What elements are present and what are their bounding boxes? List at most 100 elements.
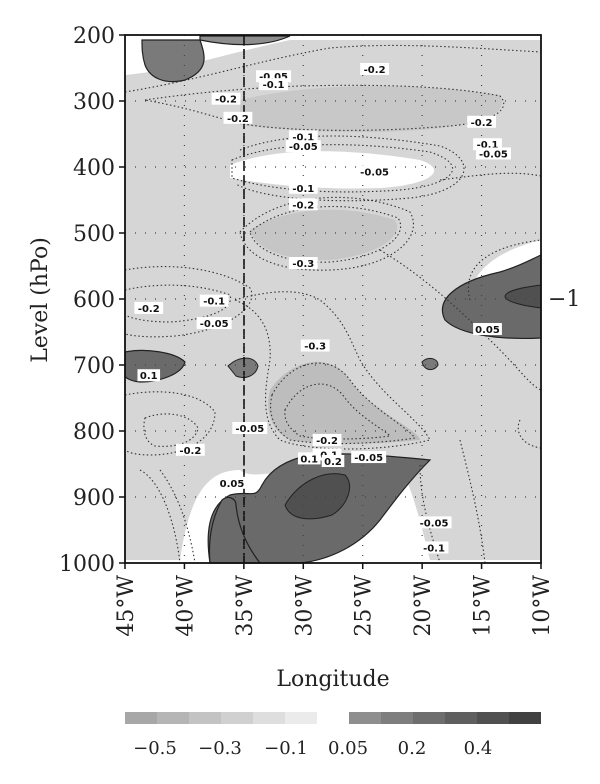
colorbar-swatch-positive (445, 712, 477, 724)
right-annotation: −1 (548, 287, 580, 312)
contour-line-15 (159, 469, 196, 564)
contour-label: -0.2 (179, 446, 201, 457)
colorbar-swatch-negative (125, 712, 157, 724)
contour-line-8 (270, 362, 417, 445)
positive-region-bottom-left (208, 496, 262, 564)
contour-label: 0.05 (475, 325, 500, 336)
x-tick-label: 40°W (173, 575, 198, 637)
colorbar-swatch-negative (157, 712, 189, 724)
colorbar-label: 0.2 (398, 738, 427, 759)
contour-label: 0.1 (140, 371, 158, 382)
x-tick-label: 10°W (530, 575, 555, 637)
y-tick-label: 300 (73, 90, 115, 115)
contour-label-bg (217, 476, 247, 489)
contour-label-bg (357, 165, 393, 178)
colorbar-swatch-positive (509, 712, 541, 724)
negative-region-core (268, 361, 420, 444)
contour-label: -0.05 (200, 319, 229, 330)
y-tick-label: 500 (73, 222, 115, 247)
contour-label: -0.1 (423, 543, 445, 554)
contour-label: -0.3 (292, 259, 314, 270)
contour-line-21 (379, 249, 542, 391)
colorbar-swatch-negative (253, 712, 285, 724)
contour-label: -0.05 (259, 72, 288, 83)
contour-labels: -0.05-0.1-0.2-0.2-0.2 -0.2-0.1-0.05 -0.1-0… (134, 62, 511, 554)
y-tick-label: 900 (73, 486, 115, 511)
contour-label-bg (416, 516, 452, 529)
contour-label: -0.2 (292, 200, 314, 211)
contour-label-bg (137, 369, 161, 382)
contour-label: -0.2 (316, 436, 338, 447)
contour-line-6 (239, 196, 414, 271)
x-axis-title: Longitude (276, 667, 389, 692)
contour-label: -0.05 (420, 518, 449, 529)
colorbar-swatch-negative (189, 712, 221, 724)
y-tick-label: 200 (73, 24, 115, 49)
contour-label: -0.1 (203, 297, 225, 308)
contour-label: -0.2 (138, 304, 160, 315)
contour-label: -0.05 (360, 167, 389, 178)
y-axis-title: Level (hPo) (28, 237, 53, 363)
positive-region-top-left (141, 39, 205, 83)
contour-label-bg (360, 62, 389, 75)
white-band-400 (230, 151, 435, 189)
colorbar-label: −0.5 (133, 738, 177, 759)
y-axis: 200 300 400 500 600 700 800 900 1000 (59, 24, 125, 577)
contour-line-18 (517, 419, 542, 449)
contour-label: -0.1 (292, 132, 314, 143)
contour-label-bg (199, 294, 229, 307)
contour-label-bg (351, 451, 387, 464)
contour-label: -0.2 (471, 118, 493, 129)
x-tick-label: 20°W (411, 575, 436, 637)
contour-line-20 (467, 239, 542, 301)
contour-label: -0.2 (215, 95, 237, 106)
contour-label-bg (288, 130, 318, 143)
x-tick-label: 25°W (352, 575, 377, 637)
colorbar-swatch-positive (477, 712, 509, 724)
contour-label: 0.2 (324, 457, 342, 468)
contour-label-bg (223, 111, 253, 124)
y-tick-label: 700 (73, 354, 115, 379)
positive-region-top-center (199, 35, 291, 46)
colorbar-swatch-positive (381, 712, 413, 724)
positive-core-right-600 (504, 284, 542, 309)
positive-region-right-600 (441, 254, 542, 339)
colorbar-swatch-positive (413, 712, 445, 724)
contour-label: 0.1 (300, 454, 318, 465)
colorbar-swatch-negative (221, 712, 253, 724)
y-tick-label: 600 (73, 288, 115, 313)
contour-label: -0.1 (292, 184, 314, 195)
contour-label: -0.05 (289, 142, 318, 153)
contour-label-bg (467, 115, 496, 128)
contour-label: -0.05 (235, 424, 264, 435)
contour-label-bg (288, 181, 318, 194)
contour-label-bg (312, 433, 342, 446)
positive-core-bottom-center (284, 473, 350, 520)
contour-label-bg (300, 339, 330, 352)
contour-label-bg (473, 138, 502, 151)
contour-label: -0.1 (477, 140, 499, 151)
positive-blob-700-b (421, 357, 439, 370)
contour-label-bg (175, 443, 205, 456)
y-tick-label: 1000 (59, 552, 115, 577)
negative-region-mid-2 (250, 209, 398, 261)
contour-label: -0.3 (304, 342, 326, 353)
contour-line-10 (124, 284, 232, 323)
x-tick-label: 30°W (292, 575, 317, 637)
contour-label-bg (297, 452, 321, 465)
colorbar-label: −0.1 (264, 738, 308, 759)
negative-region-mid (240, 85, 502, 133)
x-tick-label: 15°W (471, 575, 496, 637)
plot-area: -0.05-0.1-0.2-0.2-0.2 -0.2-0.1-0.05 -0.1-0… (124, 34, 542, 564)
contour-label-bg (196, 317, 232, 330)
colorbar-label: 0.05 (328, 738, 368, 759)
contour-label-bg (285, 140, 321, 153)
contour-label-bg (288, 257, 318, 270)
x-tick-label: 35°W (233, 575, 258, 637)
contour-label-bg (232, 422, 268, 435)
x-tick-label: 45°W (114, 575, 139, 637)
contour-label: -0.2 (227, 114, 249, 125)
colorbar-label: −0.3 (198, 738, 242, 759)
colorbar-label: 0.4 (464, 738, 493, 759)
